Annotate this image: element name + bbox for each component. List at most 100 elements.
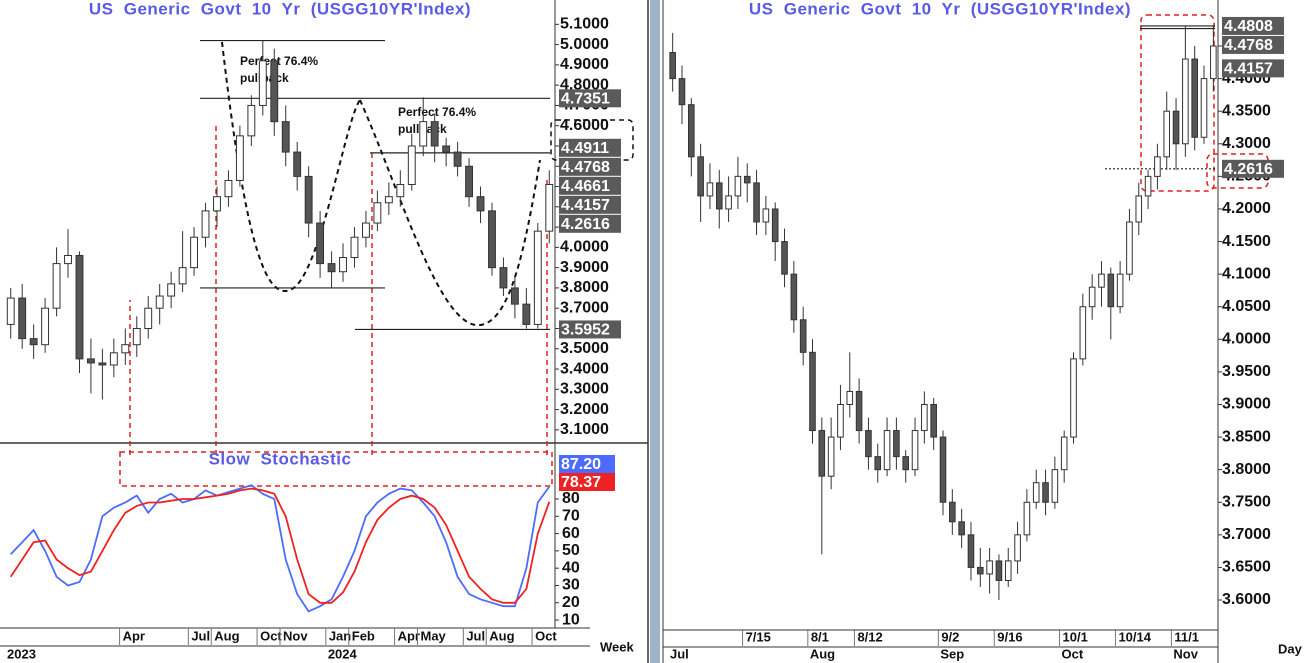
candle-body	[1042, 482, 1049, 503]
chart-title: US Generic Govt 10 Yr (USGG10YR'Index)	[749, 0, 1131, 18]
candle-body	[327, 263, 336, 273]
candle-body	[1023, 501, 1031, 536]
candle-body	[213, 196, 221, 212]
candle-body	[41, 307, 50, 346]
price-label-box	[1222, 59, 1284, 78]
candle-body	[64, 254, 72, 265]
candle-body	[967, 534, 975, 568]
candle-body	[1182, 58, 1189, 145]
candle-body	[293, 151, 302, 177]
candle-body	[799, 319, 807, 353]
candle-body	[190, 236, 198, 269]
x-tick-label: 8/12	[857, 629, 882, 644]
candle-body	[902, 456, 910, 471]
y-tick-label: 4.3000	[1222, 135, 1271, 152]
candle-body	[247, 104, 256, 137]
x-tick-label: 8/1	[811, 629, 829, 644]
candle-body	[1135, 195, 1143, 223]
candle-body	[430, 121, 439, 147]
candle-body	[958, 521, 965, 536]
candle-body	[419, 121, 428, 147]
y-tick-label: 3.9000	[1222, 396, 1271, 413]
y-tick-label: 80	[562, 490, 580, 507]
candle-body	[1210, 45, 1217, 80]
candle-body	[874, 456, 882, 471]
price-label: 4.4157	[561, 197, 610, 214]
y-tick-label: 3.7000	[560, 299, 609, 316]
price-label: 4.4911	[561, 140, 609, 157]
candle-body	[510, 287, 519, 305]
candle-body	[499, 267, 508, 289]
x-tick-label: Oct	[535, 628, 557, 643]
candle-body	[939, 436, 947, 503]
y-tick-label: 4.9000	[560, 56, 609, 73]
y-tick-label: 60	[562, 525, 580, 542]
highlight-box	[119, 451, 553, 487]
candle-body	[121, 344, 130, 354]
candle-body	[855, 390, 863, 432]
candle-body	[1004, 560, 1012, 581]
y-tick-label: 4.1500	[1222, 233, 1271, 250]
candle-body	[281, 121, 290, 153]
price-label-box	[559, 89, 621, 108]
y-tick-label: 3.6000	[1222, 591, 1271, 608]
y-tick-label: 3.7000	[1222, 526, 1271, 543]
readout-box	[559, 455, 615, 473]
candle-body	[1116, 273, 1124, 308]
candle-body	[87, 358, 95, 364]
y-tick-label: 3.9500	[1222, 363, 1271, 380]
y-tick-label: 4.6000	[560, 117, 609, 134]
y-tick-label: 3.8000	[1222, 461, 1271, 478]
candle-body	[688, 104, 695, 158]
candle-body	[144, 307, 153, 329]
candle-body	[1098, 273, 1105, 288]
price-label-box	[559, 195, 621, 214]
y-tick-label: 4.0000	[560, 239, 609, 256]
candle-body	[818, 430, 826, 477]
candle-body	[270, 60, 279, 123]
candle-body	[1014, 534, 1021, 562]
y-tick-label: 70	[562, 508, 580, 525]
y-tick-label: 10	[562, 611, 580, 628]
price-label-box	[559, 138, 621, 157]
readout-label: 78.37	[561, 474, 601, 491]
candle-body	[1172, 110, 1180, 145]
panel-title: Slow Stochastic	[209, 449, 352, 468]
x-tick-label: Nov	[283, 628, 308, 643]
x-tick-label: 9/16	[997, 629, 1022, 644]
candle-body	[911, 430, 919, 471]
y-tick-label: 3.3000	[560, 381, 609, 398]
y-tick-label: 3.7500	[1222, 493, 1271, 510]
candle-body	[476, 196, 485, 212]
y-tick-label: 40	[562, 559, 580, 576]
y-tick-label: 3.5000	[560, 340, 609, 357]
x-tick-label: 9/2	[941, 629, 959, 644]
y-tick-label: 4.3500	[1222, 102, 1271, 119]
candle-body	[678, 78, 686, 106]
candle-body	[1051, 469, 1059, 503]
candle-body	[837, 403, 844, 438]
x-group-label: 2024	[328, 646, 358, 661]
x-group-label: Nov	[1173, 646, 1198, 661]
price-label-box	[559, 320, 621, 339]
candle-body	[706, 182, 714, 197]
candle-body	[921, 403, 928, 432]
candle-body	[995, 560, 1003, 581]
price-label: 4.2616	[561, 216, 610, 233]
price-label-box	[559, 176, 621, 195]
candle-body	[132, 327, 141, 346]
candle-body	[893, 430, 900, 458]
candle-body	[201, 210, 210, 238]
stochastic-line	[10, 484, 551, 613]
candle-body	[304, 175, 313, 224]
x-tick-label: Apr	[123, 628, 145, 643]
cup-curve	[359, 99, 541, 327]
annotation: Perfect 76.4%	[240, 54, 318, 68]
candle-body	[98, 362, 107, 366]
price-label-box	[1222, 159, 1284, 178]
y-tick-label: 3.2000	[560, 401, 609, 418]
candle-body	[453, 151, 462, 167]
candle-body	[178, 267, 187, 285]
y-tick-label: 3.8500	[1222, 428, 1271, 445]
candle-body	[396, 184, 405, 198]
